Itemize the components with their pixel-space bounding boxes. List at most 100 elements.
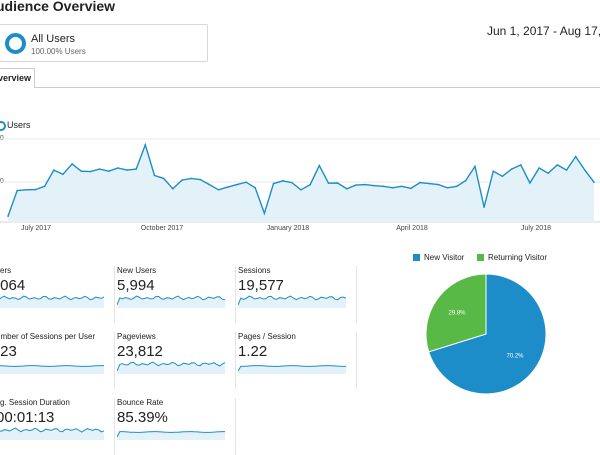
users-data-point: [364, 183, 366, 186]
users-data-point: [98, 168, 101, 170]
users-data-point: [520, 164, 522, 166]
users-data-point: [199, 178, 202, 181]
sparkline-area: [117, 362, 225, 374]
users-data-point: [391, 187, 394, 189]
users-legend-label[interactable]: Users: [7, 120, 31, 130]
metric-label: vg. Session Duration: [0, 398, 70, 407]
users-data-point: [135, 168, 137, 170]
tab-overview[interactable]: verview: [0, 68, 35, 88]
users-data-point: [291, 181, 293, 184]
users-data-point: [492, 170, 495, 172]
segment-name: All Users: [31, 33, 76, 45]
sparkline-area: [0, 365, 104, 374]
metric-pageviews[interactable]: Pageviews 23,812: [117, 332, 236, 389]
users-data-point: [300, 189, 302, 191]
users-data-point: [565, 169, 568, 171]
metric-sparkline: [238, 365, 346, 374]
visitor-pie-chart[interactable]: 70.2% 29.8%: [420, 268, 552, 400]
metric-sessions[interactable]: Sessions 19,577: [238, 266, 357, 323]
users-area: [8, 144, 594, 222]
metric-pages-per-session[interactable]: Pages / Session 1.22: [238, 332, 357, 389]
users-data-point: [419, 181, 421, 184]
users-data-point: [71, 163, 73, 165]
users-data-point: [117, 167, 119, 169]
users-data-point: [227, 186, 229, 188]
users-data-point: [318, 164, 321, 167]
users-data-point: [254, 187, 256, 189]
users-data-point: [162, 177, 165, 180]
users-data-point: [593, 181, 595, 183]
metric-sparkline: [0, 427, 104, 440]
metric-label: sers: [0, 266, 12, 275]
users-data-point: [181, 179, 183, 181]
users-data-point: [53, 169, 55, 171]
sparkline-area: [117, 296, 225, 308]
tab-divider: [0, 87, 600, 88]
metric-sparkline: [117, 361, 225, 374]
users-data-point: [584, 169, 586, 171]
users-data-point: [455, 185, 458, 188]
metric-avg-session-duration[interactable]: vg. Session Duration 00:01:13: [0, 398, 115, 455]
users-data-point: [465, 179, 467, 182]
sparkline-line: [0, 365, 104, 367]
metric-value: 00:01:13: [0, 409, 55, 426]
sparkline-line: [238, 295, 346, 306]
segment-ring-icon: [5, 33, 26, 54]
users-data-point: [153, 174, 156, 177]
metric-sparkline: [117, 431, 225, 440]
metric-bounce-rate[interactable]: Bounce Rate 85.39%: [117, 398, 236, 455]
users-data-point: [172, 188, 174, 190]
legend-returning-visitor[interactable]: Returning Visitor: [488, 253, 547, 262]
sparkline-line: [0, 427, 104, 433]
pie-slice-new-visitor: [428, 273, 547, 395]
metric-label: Pages / Session: [238, 332, 296, 341]
sparkline-area: [238, 296, 346, 308]
users-data-point: [16, 189, 19, 192]
metric-sparkline: [0, 295, 104, 308]
sparkline-line: [0, 295, 104, 301]
users-legend-marker: [0, 121, 6, 131]
users-data-point: [346, 188, 348, 190]
metric-value: 19,577: [238, 277, 284, 294]
users-series-points: [7, 144, 595, 217]
users-data-point: [281, 180, 284, 182]
users-data-point: [529, 182, 531, 184]
users-data-point: [483, 206, 485, 208]
users-data-point: [43, 185, 46, 188]
users-data-point: [236, 183, 238, 186]
metric-sessions-per-user[interactable]: umber of Sessions per User .23: [0, 332, 115, 389]
metric-users[interactable]: sers ,064: [0, 266, 115, 323]
users-data-point: [336, 182, 339, 184]
pie-label-returning-visitor: 29.8%: [448, 311, 466, 317]
segment-percent: 100.00% Users: [31, 47, 86, 56]
users-data-point: [547, 172, 549, 174]
users-data-point: [25, 189, 28, 191]
metric-new-users[interactable]: New Users 5,994: [117, 266, 236, 323]
users-data-point: [309, 183, 312, 186]
metric-sparkline: [0, 365, 104, 374]
metric-value: 5,994: [117, 277, 155, 294]
sparkline-line: [117, 361, 225, 372]
users-data-point: [217, 189, 220, 191]
segment-card[interactable]: All Users 100.00% Users: [0, 24, 208, 62]
users-data-point: [144, 144, 147, 146]
sparkline-area: [117, 431, 225, 440]
users-data-point: [272, 182, 275, 185]
date-range-picker[interactable]: Jun 1, 2017 - Aug 17, 201: [487, 24, 600, 38]
users-data-point: [89, 170, 92, 173]
users-data-point: [428, 182, 431, 185]
legend-new-visitor[interactable]: New Visitor: [424, 253, 465, 262]
sparkline-area: [238, 365, 346, 374]
users-data-point: [263, 212, 266, 215]
metric-value: 85.39%: [117, 409, 168, 426]
users-data-point: [107, 170, 110, 172]
metric-value: 23,812: [117, 343, 163, 360]
users-data-point: [510, 168, 513, 170]
metric-value: ,064: [0, 277, 26, 294]
users-data-point: [373, 184, 376, 187]
metric-sparkline: [238, 295, 346, 308]
new-visitor-swatch: [413, 254, 420, 261]
sparkline-area: [0, 296, 104, 308]
users-line-chart[interactable]: July 2017 October 2017 January 2018 Apri…: [0, 130, 600, 235]
x-tick-jul-2018: July 2018: [521, 225, 551, 232]
